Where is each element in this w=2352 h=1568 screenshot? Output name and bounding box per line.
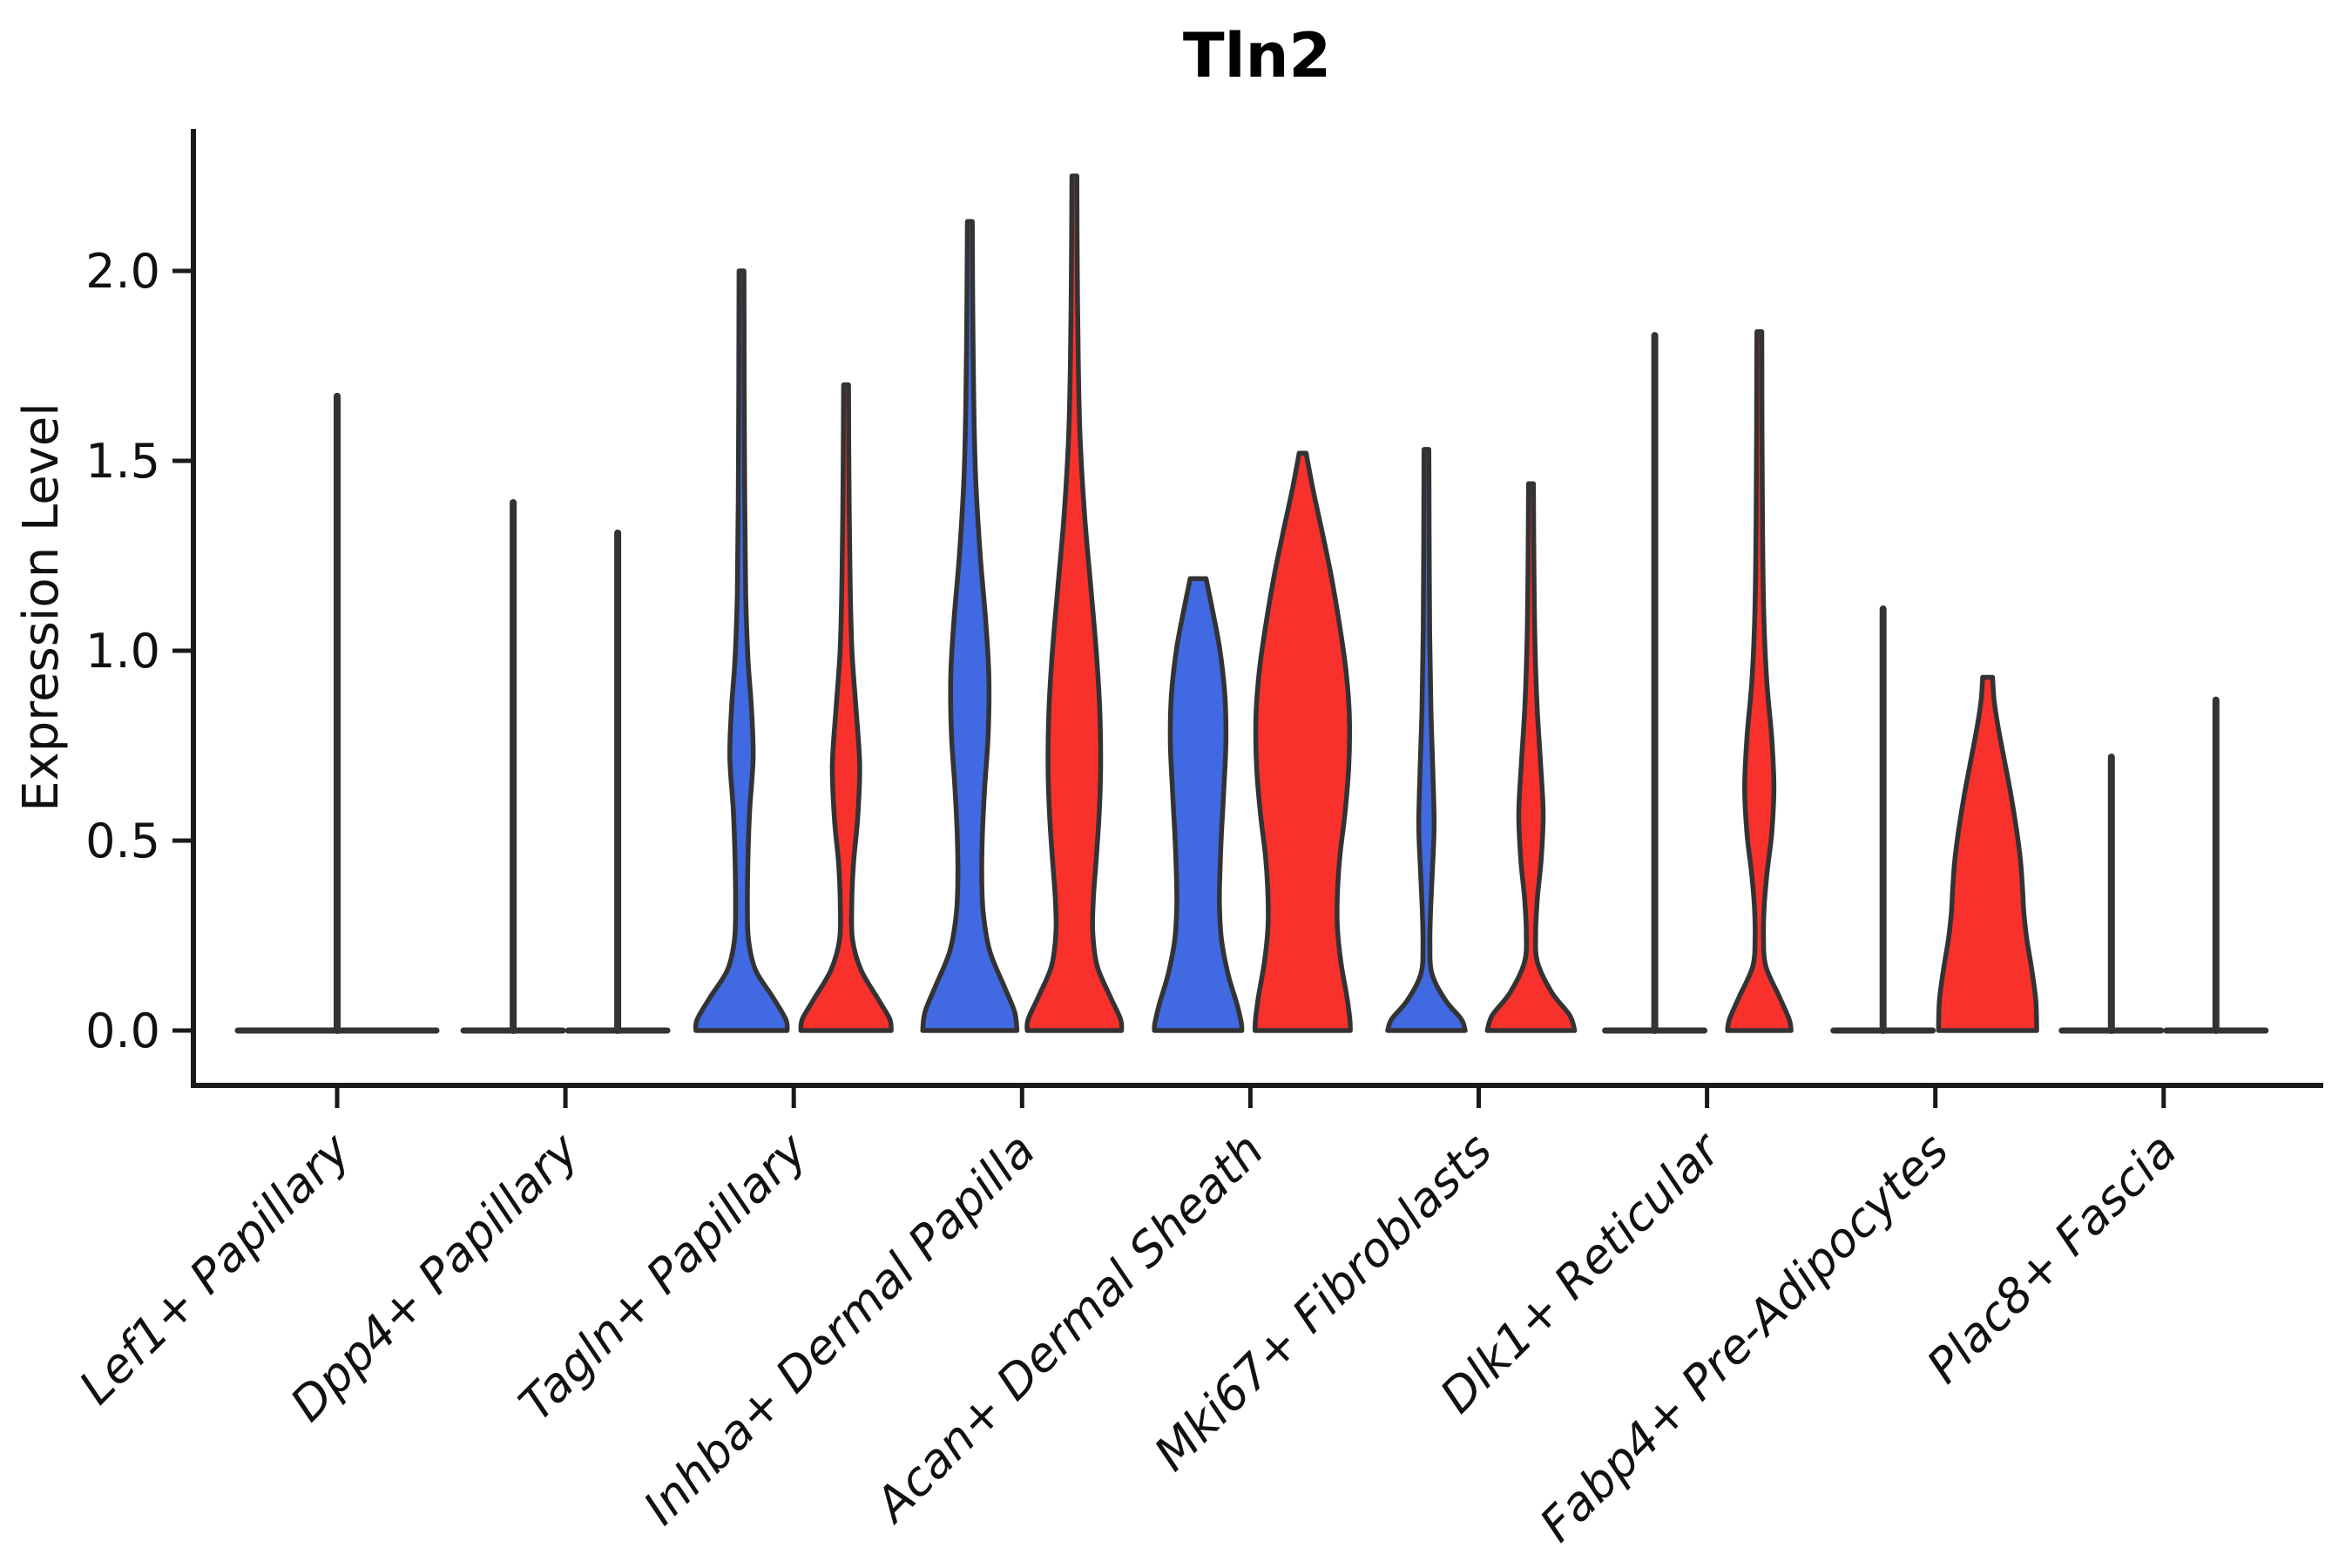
violin-tagln-papillary-red	[798, 382, 894, 1033]
violin-dlk1-reticular-red	[1725, 329, 1794, 1033]
violin-fabp4-pre-adipocytes-red	[1936, 674, 2039, 1033]
x-tick-label: Acan+ Dermal Sheath	[863, 1123, 1274, 1534]
violin-acan-dermal-sheath-blue	[1152, 576, 1245, 1033]
violin-mki67-fibroblasts-blue	[1385, 447, 1468, 1033]
violin-acan-dermal-sheath-red	[1252, 450, 1353, 1033]
y-tick-label: 0.0	[85, 1004, 160, 1058]
y-tick-label: 0.5	[85, 814, 160, 868]
violin-inhba-dermal-papilla-red	[1024, 173, 1125, 1033]
y-tick-label: 2.0	[85, 244, 160, 299]
violin-tagln-papillary-blue	[693, 268, 790, 1033]
x-tick-label: Fabp4+ Pre-Adipocytes	[1530, 1123, 1959, 1552]
y-axis-ticks: 0.0 0.5 1.0 1.5 2.0	[85, 244, 193, 1058]
y-tick-label: 1.0	[85, 624, 160, 679]
violin-mki67-fibroblasts-red	[1484, 481, 1578, 1033]
violins-layer	[234, 173, 2269, 1034]
y-tick-label: 1.5	[85, 434, 160, 489]
y-axis-label: Expression Level	[13, 402, 70, 812]
chart-title: Tln2	[1183, 20, 1331, 91]
violin-inhba-dermal-papilla-blue	[920, 219, 1020, 1033]
x-tick-label: Inhba+ Dermal Papilla	[633, 1123, 1046, 1536]
